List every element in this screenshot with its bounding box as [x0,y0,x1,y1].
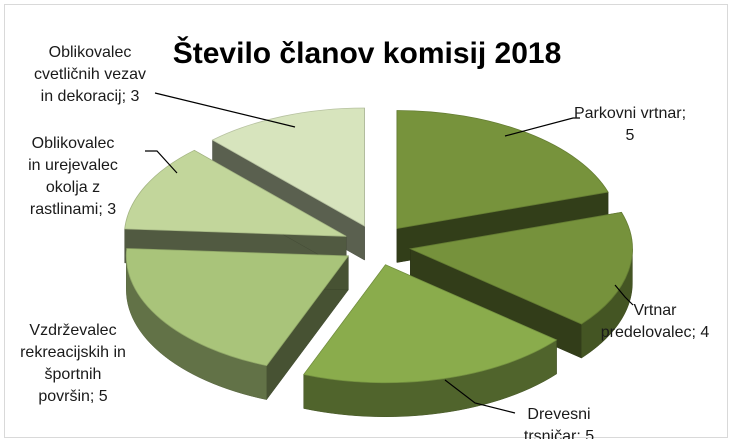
leader-line-1 [504,117,580,137]
leader-lines [145,92,634,414]
leader-line-5 [145,150,178,174]
data-label-line: Drevesni [527,406,590,423]
data-label-6: Oblikovalec cvetličnih vezav in dekoracij;… [34,44,146,105]
pie-slice-2 [409,211,633,359]
chart-title: Število članov komisij 2018 [173,36,562,70]
pie-slice-3 [303,264,558,418]
pie-slices [124,107,633,418]
data-label-2: Vrtnar predelovalec; 4 [601,302,710,341]
data-label-line: Parkovni vrtnar; [574,105,686,122]
data-label-4: Vzdrževalec rekreacijskih in športnih površ… [20,322,126,405]
data-label-line: rekreacijskih in [20,344,126,361]
data-label-3: Drevesni trsničar; 5 [524,406,594,439]
data-label-line: cvetličnih vezav [34,66,146,83]
data-label-line: Oblikovalec [49,44,132,61]
data-label-line: Vrtnar [634,302,678,319]
data-labels: Parkovni vrtnar; 5 Vrtnar predelovalec; 4 Dr… [20,44,709,439]
data-label-line: površin; 5 [38,388,107,405]
data-label-line: športnih [45,366,102,383]
pie-slice-4 [125,248,350,401]
data-label-line: in urejevalec [28,157,118,174]
data-label-line: okolja z [46,179,100,196]
chart-frame: Število članov komisij 2018 Parkovni vrt… [4,4,728,439]
leader-line-3 [444,379,516,414]
pie-chart: Število članov komisij 2018 Parkovni vrt… [20,36,709,439]
data-label-5: Oblikovalec in urejevalec okolja z rastlina… [28,135,118,218]
leader-line-2 [614,284,634,306]
data-label-line: 5 [626,127,635,144]
data-label-line: Oblikovalec [32,135,115,152]
data-label-line: rastlinami; 3 [30,201,116,218]
data-label-line: predelovalec; 4 [601,324,710,341]
data-label-1: Parkovni vrtnar; 5 [574,105,686,144]
data-label-line: trsničar; 5 [524,428,594,439]
leader-line-6 [154,92,296,128]
data-label-line: in dekoracij; 3 [41,88,140,105]
data-label-line: Vzdrževalec [29,322,116,339]
